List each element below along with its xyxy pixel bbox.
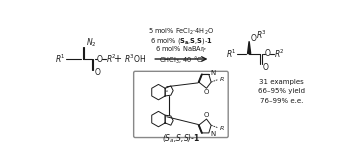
Text: O: O: [204, 89, 209, 95]
Text: O: O: [95, 68, 101, 77]
Text: ($S_a$,$S$,$S$)-$\mathbf{1}$: ($S_a$,$S$,$S$)-$\mathbf{1}$: [162, 133, 200, 145]
Text: $R^1$: $R^1$: [55, 53, 66, 65]
Text: 6 mol% ($\mathbf{S_a}$,$\mathbf{S}$,$\mathbf{S}$)-$\mathbf{1}$: 6 mol% ($\mathbf{S_a}$,$\mathbf{S}$,$\ma…: [149, 36, 212, 46]
Text: 76–99% e.e.: 76–99% e.e.: [260, 97, 303, 103]
Text: $R^2$: $R^2$: [274, 47, 285, 60]
Text: 31 examples: 31 examples: [259, 79, 304, 85]
Text: 66–95% yield: 66–95% yield: [258, 88, 305, 94]
FancyBboxPatch shape: [134, 71, 228, 138]
Text: O: O: [204, 112, 209, 118]
Text: R: R: [220, 126, 224, 131]
Text: CHCl$_3$, 40 °C: CHCl$_3$, 40 °C: [159, 54, 203, 66]
Text: $N_2$: $N_2$: [86, 37, 97, 49]
Text: +: +: [113, 54, 121, 64]
Text: O: O: [97, 55, 103, 64]
Text: O: O: [251, 34, 257, 43]
Text: 5 mol% FeCl$_2$·4H$_2$O: 5 mol% FeCl$_2$·4H$_2$O: [148, 27, 214, 37]
Text: O: O: [265, 49, 271, 58]
Text: N: N: [210, 70, 215, 76]
Text: ,,: ,,: [166, 87, 169, 91]
Text: $R^1$: $R^1$: [226, 47, 237, 60]
Text: 6 mol% NaBAr$_F$: 6 mol% NaBAr$_F$: [155, 45, 207, 55]
Polygon shape: [247, 41, 251, 54]
Text: $R^2$: $R^2$: [106, 53, 117, 65]
Text: $R^3$: $R^3$: [256, 28, 267, 41]
Text: O: O: [263, 63, 269, 72]
Text: R: R: [220, 76, 224, 82]
Text: $R^3$OH: $R^3$OH: [124, 53, 147, 65]
Text: N: N: [210, 131, 215, 137]
